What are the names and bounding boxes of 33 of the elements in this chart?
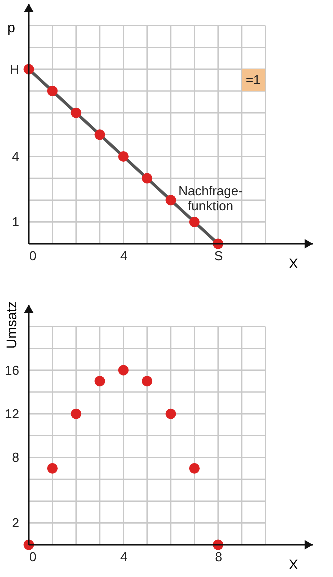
- x-tick-label: 4: [120, 550, 128, 564]
- y-tick-label: 8: [12, 450, 20, 466]
- y-tick-label: 12: [5, 406, 20, 422]
- y-tick-label: 16: [5, 362, 20, 378]
- point: [94, 130, 106, 140]
- point: [189, 216, 200, 228]
- point: [118, 365, 129, 376]
- x-tick-label: 0: [30, 248, 37, 264]
- y-axis-title: Umsatz: [4, 302, 20, 349]
- y-tick-label: 4: [12, 149, 20, 164]
- point: [142, 173, 153, 184]
- point: [118, 151, 129, 162]
- x-tick-label: S: [214, 248, 224, 264]
- point: [166, 408, 176, 420]
- x-axis-title: X: [288, 556, 299, 572]
- annotation: Nachfrage- funktion: [178, 184, 243, 214]
- point: [71, 108, 82, 118]
- point: [142, 376, 153, 387]
- y-tick-label: H: [10, 62, 20, 77]
- point: [47, 463, 58, 474]
- x-tick-label: 4: [120, 248, 128, 264]
- y-tick-label: 1: [12, 214, 20, 230]
- x-tick-label: 0: [30, 550, 37, 564]
- point: [47, 86, 58, 97]
- x-axis-title: X: [288, 256, 299, 272]
- y-tick-label: 2: [12, 516, 20, 531]
- annotation: =1: [246, 72, 261, 88]
- point: [71, 408, 82, 420]
- point: [189, 463, 200, 474]
- y-axis-title: p: [8, 20, 16, 36]
- x-tick-label: 8: [215, 550, 222, 564]
- point: [166, 195, 176, 206]
- point: [94, 376, 106, 387]
